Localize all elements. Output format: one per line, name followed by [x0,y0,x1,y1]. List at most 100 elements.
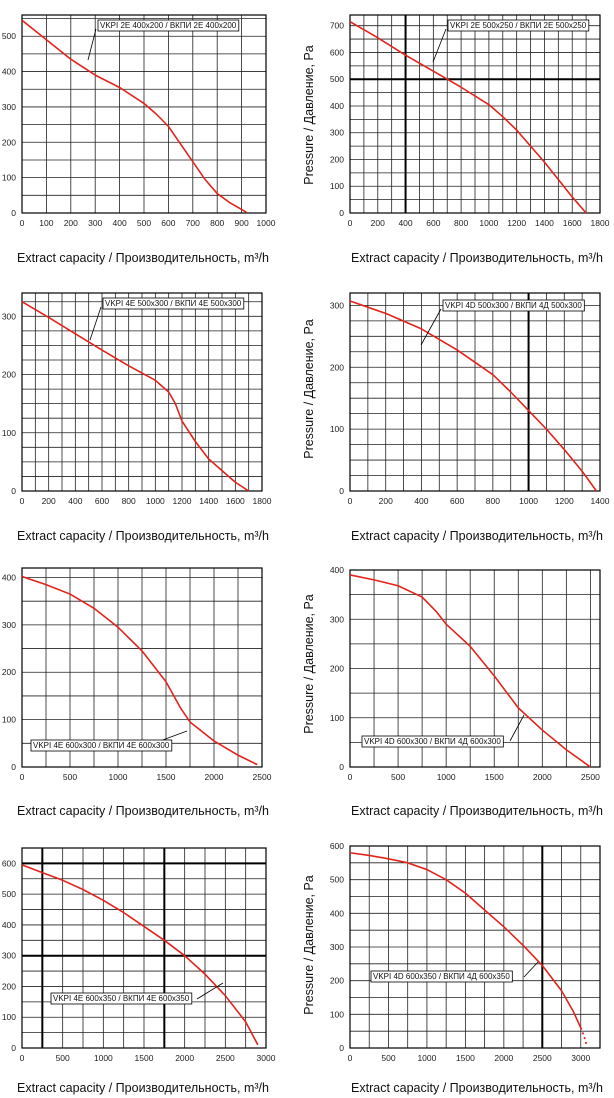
x-tick-label: 700 [186,218,200,228]
x-tick-label: 400 [414,496,428,506]
x-tick-label: 200 [64,218,78,228]
y-tick-label: 0 [11,208,16,218]
y-tick-label: 0 [11,1043,16,1053]
x-tick-label: 1000 [146,496,165,506]
x-tick-label: 500 [381,1053,395,1063]
y-axis-title: Pressure / Давление, Pa [302,875,316,1015]
x-tick-label: 1400 [535,218,554,228]
y-tick-label: 100 [2,173,16,183]
x-tick-label: 0 [20,496,25,506]
label-leader-line [159,730,188,742]
y-tick-label: 300 [2,102,16,112]
y-tick-label: 0 [11,762,16,772]
x-tick-label: 2000 [533,772,552,782]
x-axis-title: Extract capacity / Производительность, m… [351,529,603,543]
chart-panel-7: 0 500 1000 1500 2000 2500 3000 0 100 200 300 400 500… [2,847,276,1095]
y-tick-label: 400 [330,908,344,918]
y-tick-label: 0 [11,486,16,496]
x-axis-title: Extract capacity / Производительность, m… [351,804,603,818]
chart-panel-6: 0 500 1000 1500 2000 2500 0 100 200 300 400 VKPI 4D… [302,565,603,818]
series-label-box [30,739,173,752]
series-line [349,20,587,214]
series-line [21,864,259,1046]
y-tick-label: 400 [2,920,16,930]
series-name-label: VKPI 2E 400x200 / ВКПИ 2E 400x200 [100,21,237,30]
y-tick-label: 0 [339,486,344,496]
x-tick-label: 1200 [507,218,526,228]
label-leader-line [432,28,447,63]
y-tick-label: 0 [339,1043,344,1053]
x-tick-label: 1500 [135,1053,154,1063]
x-tick-label: 2500 [253,772,272,782]
series-label-box [370,970,513,983]
y-tick-label: 200 [2,137,16,147]
series-name-label: VKPI 4E 500x300 / ВКПИ 4E 500x300 [105,299,242,308]
x-tick-label: 2000 [205,772,224,782]
x-tick-label: 500 [56,1053,70,1063]
y-tick-label: 400 [2,67,16,77]
y-tick-label: 200 [2,667,16,677]
chart-panel-8: 0 500 1000 1500 2000 2500 3000 0 100 200 300 400 500… [302,841,603,1095]
x-tick-label: 500 [63,772,77,782]
series-label-box [447,19,590,32]
x-axis-title: Extract capacity / Производительность, m… [351,1081,603,1095]
x-tick-label: 0 [348,1053,353,1063]
x-tick-label: 1800 [591,218,610,228]
x-tick-label: 1600 [563,218,582,228]
y-tick-label: 100 [2,715,16,725]
y-tick-label: 300 [2,311,16,321]
series-line [349,851,582,1029]
y-axis-title: Pressure / Давление, Pa [302,319,316,459]
series-name-label: VKPI 4E 600x300 / ВКПИ 4E 600x300 [33,741,170,750]
y-tick-label: 100 [2,428,16,438]
y-tick-label: 100 [330,424,344,434]
chart-panel-4: 0 200 400 600 800 1000 1200 1400 0 100 200 300 VKPI … [302,292,610,543]
x-axis-title: Extract capacity / Производительность, m… [17,1081,269,1095]
series-name-label: VKPI 4E 600x350 / ВКПИ 4E 600x350 [53,994,190,1003]
x-tick-label: 1200 [555,496,574,506]
x-tick-label: 1000 [437,772,456,782]
plot-frame [349,569,601,768]
label-leader-line [196,982,224,1000]
x-tick-label: 0 [20,772,25,782]
series-label-box [50,992,193,1005]
chart-panel-2: 0 200 400 600 800 1000 1200 1400 1600 1800 0 100 200… [302,14,610,265]
x-tick-label: 1500 [157,772,176,782]
series-line [21,19,247,213]
y-tick-label: 300 [2,951,16,961]
y-tick-label: 500 [2,31,16,41]
x-tick-label: 1400 [199,496,218,506]
y-tick-label: 300 [330,942,344,952]
series-line-extrapolated [579,1027,588,1047]
series-name-label: VKPI 4D 600x300 / ВКПИ 4Д 600x300 [364,737,501,746]
series-line [349,300,598,492]
plot-frame [21,292,263,492]
x-tick-label: 0 [348,772,353,782]
y-tick-label: 100 [2,1012,16,1022]
label-leader-line [509,714,525,742]
x-tick-label: 600 [426,218,440,228]
x-tick-label: 0 [348,218,353,228]
x-tick-label: 2500 [216,1053,235,1063]
plot-frame [21,567,263,768]
x-tick-label: 200 [42,496,56,506]
x-tick-label: 2500 [533,1053,552,1063]
y-tick-label: 100 [330,713,344,723]
x-tick-label: 600 [450,496,464,506]
x-tick-label: 300 [88,218,102,228]
y-tick-label: 500 [330,875,344,885]
y-tick-label: 100 [330,1009,344,1019]
y-tick-label: 400 [330,101,344,111]
y-tick-label: 200 [2,981,16,991]
x-tick-label: 1000 [109,772,128,782]
x-axis-title: Extract capacity / Производительность, m… [17,529,269,543]
x-tick-label: 400 [113,218,127,228]
y-tick-label: 500 [2,889,16,899]
plot-frame [21,847,267,1049]
y-tick-label: 200 [2,370,16,380]
y-tick-label: 0 [339,762,344,772]
y-tick-label: 600 [2,858,16,868]
x-tick-label: 3000 [257,1053,276,1063]
x-axis-title: Extract capacity / Производительность, m… [351,251,603,265]
